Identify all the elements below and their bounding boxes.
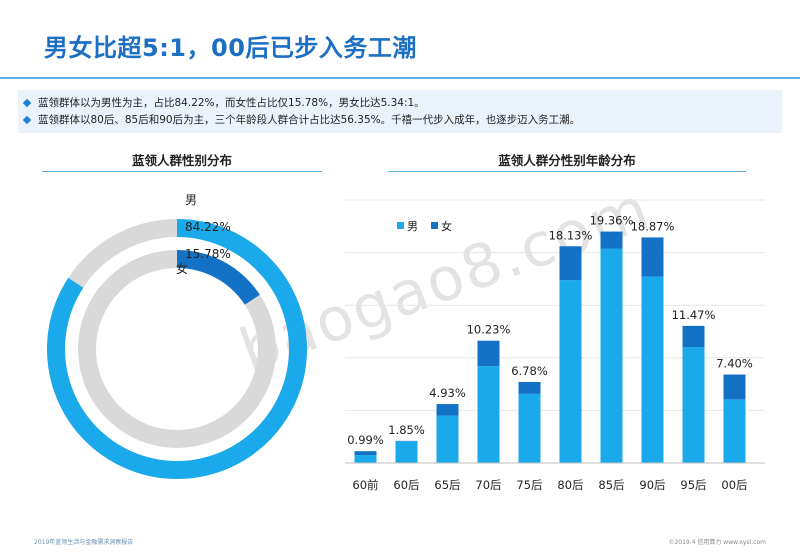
bar-female [436,404,459,416]
female-share-label: 15.78% [185,247,231,261]
summary-text: 蓝领群体以80后、85后和90后为主，三个年龄段人群合计占比达56.35%。千禧… [38,114,581,126]
gender-chart-title: 蓝领人群性别分布 [131,153,232,168]
summary-bullet: 蓝领群体以80后、85后和90后为主，三个年龄段人群合计占比达56.35%。千禧… [22,112,772,129]
x-tick-label: 00后 [721,478,747,492]
x-tick-label: 70后 [475,478,501,492]
summary-box: 蓝领群体以为男性为主，占比84.22%，而女性占比仅15.78%，男女比达5.3… [18,90,782,133]
x-tick-label: 90后 [639,478,665,492]
x-tick-label: 65后 [434,478,460,492]
x-tick-label: 85后 [598,478,624,492]
summary-bullet: 蓝领群体以为男性为主，占比84.22%，而女性占比仅15.78%，男女比达5.3… [22,95,772,112]
male-label: 男 [185,193,197,207]
bar-total-label: 7.40% [716,357,753,371]
x-tick-label: 75后 [516,478,542,492]
bar-female [682,325,705,348]
bar-male [723,399,746,463]
x-tick-label: 60后 [393,478,419,492]
bar-total-label: 19.36% [590,214,634,228]
footer-report-name: 2019年蓝领生活与金融需求洞察报告 [34,539,134,546]
bar-male [436,415,459,463]
page-title: 男女比超5:1，00后已步入务工潮 [44,34,417,62]
bar-total-label: 18.13% [549,228,593,242]
bar-male [477,366,500,463]
bar-female [559,246,582,281]
footer-copyright: ©2019.4 信用算力 www.xysl.com [668,539,766,546]
summary-text: 蓝领群体以为男性为主，占比84.22%，而女性占比仅15.78%，男女比达5.3… [38,97,425,109]
legend-male-swatch [397,222,404,229]
female-label: 女 [176,261,188,276]
x-tick-label: 95后 [680,478,706,492]
bar-female [723,374,746,400]
bar-male [559,280,582,463]
bar-total-label: 6.78% [511,364,548,378]
bar-male [354,455,377,463]
gender-chart-divider [42,171,322,172]
title-divider [0,77,800,79]
bar-total-label: 4.93% [429,386,466,400]
bar-male [518,393,541,463]
bar-total-label: 10.23% [467,323,511,337]
x-tick-label: 60前 [352,478,378,492]
legend-female-label: 女 [441,219,452,233]
female-share-arc [177,250,260,305]
bar-male [682,347,705,463]
male-share-label: 84.22% [185,220,231,234]
bar-male [600,248,623,463]
x-tick-label: 80后 [557,478,583,492]
bar-female [518,381,541,394]
bar-female [354,451,377,456]
bar-female [641,237,664,277]
bar-female [477,340,500,367]
bar-female [600,231,623,249]
bar-male [395,441,418,463]
bar-total-label: 11.47% [672,308,716,322]
bar-male [641,276,664,463]
legend-male-label: 男 [407,220,418,233]
bar-total-label: 0.99% [347,433,384,447]
bar-total-label: 18.87% [631,219,675,233]
legend-female-swatch [431,222,438,229]
age-chart-title: 蓝领人群分性别年龄分布 [498,153,636,168]
bar-total-label: 1.85% [388,423,425,437]
age-chart-divider [388,171,746,172]
